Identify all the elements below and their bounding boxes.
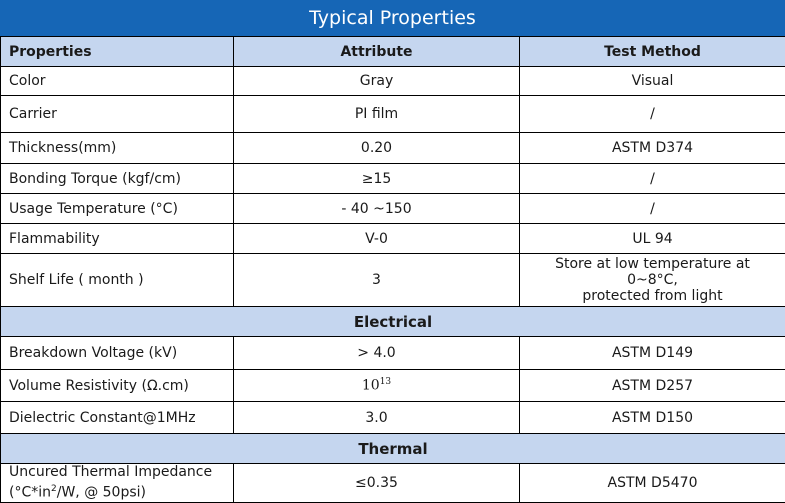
attribute-cell: > 4.0 [234, 337, 520, 370]
table-row: Dielectric Constant@1MHz 3.0 ASTM D150 [1, 402, 785, 434]
method-cell: / [520, 194, 785, 224]
property-cell: Volume Resistivity (Ω.cm) [1, 370, 234, 402]
properties-table: Properties Attribute Test Method Color G… [0, 36, 785, 503]
table-row: Flammability V-0 UL 94 [1, 224, 785, 254]
property-cell: Flammability [1, 224, 234, 254]
table-row: Shelf Life ( month ) 3 Store at low temp… [1, 254, 785, 307]
table-row: Volume Resistivity (Ω.cm) 1013 ASTM D257 [1, 370, 785, 402]
property-line: Uncured Thermal Impedance [9, 464, 212, 480]
method-cell: UL 94 [520, 224, 785, 254]
table-header-row: Properties Attribute Test Method [1, 37, 785, 67]
property-line: (°C*in [9, 485, 51, 501]
value-base: 10 [362, 378, 380, 394]
section-electrical: Electrical [1, 307, 785, 337]
table-row: Bonding Torque (kgf/cm) ≥15 / [1, 164, 785, 194]
property-cell: Uncured Thermal Impedance (°C*in2/W, @ 5… [1, 464, 234, 503]
method-cell: ASTM D5470 [520, 464, 785, 503]
properties-sheet: Typical Properties Properties Attribute … [0, 0, 785, 490]
property-cell: Color [1, 67, 234, 96]
section-heading: Thermal [1, 434, 785, 464]
attribute-cell: 1013 [234, 370, 520, 402]
method-cell: / [520, 96, 785, 133]
table-row: Carrier PI film / [1, 96, 785, 133]
property-line: /W, @ 50psi) [57, 485, 146, 501]
method-cell: / [520, 164, 785, 194]
method-line: Store at low temperature at 0~8°C, [555, 256, 750, 288]
header-test-method: Test Method [520, 37, 785, 67]
attribute-cell: 3 [234, 254, 520, 307]
method-cell: ASTM D150 [520, 402, 785, 434]
attribute-cell: V-0 [234, 224, 520, 254]
property-cell: Thickness(mm) [1, 133, 234, 164]
property-cell: Dielectric Constant@1MHz [1, 402, 234, 434]
section-heading: Electrical [1, 307, 785, 337]
property-cell: Breakdown Voltage (kV) [1, 337, 234, 370]
table-row: Color Gray Visual [1, 67, 785, 96]
method-cell: ASTM D257 [520, 370, 785, 402]
method-cell: Store at low temperature at 0~8°C, prote… [520, 254, 785, 307]
table-row: Breakdown Voltage (kV) > 4.0 ASTM D149 [1, 337, 785, 370]
method-line: protected from light [582, 288, 722, 304]
table-row: Uncured Thermal Impedance (°C*in2/W, @ 5… [1, 464, 785, 503]
property-cell: Carrier [1, 96, 234, 133]
attribute-cell: ≥15 [234, 164, 520, 194]
header-attribute: Attribute [234, 37, 520, 67]
attribute-cell: 0.20 [234, 133, 520, 164]
attribute-cell: Gray [234, 67, 520, 96]
method-cell: ASTM D149 [520, 337, 785, 370]
table-title: Typical Properties [0, 0, 785, 36]
attribute-cell: 3.0 [234, 402, 520, 434]
property-cell: Bonding Torque (kgf/cm) [1, 164, 234, 194]
header-properties: Properties [1, 37, 234, 67]
table-row: Thickness(mm) 0.20 ASTM D374 [1, 133, 785, 164]
attribute-cell: - 40 ~150 [234, 194, 520, 224]
value-exponent: 13 [380, 377, 391, 387]
method-cell: Visual [520, 67, 785, 96]
property-cell: Shelf Life ( month ) [1, 254, 234, 307]
section-thermal: Thermal [1, 434, 785, 464]
property-cell: Usage Temperature (°C) [1, 194, 234, 224]
method-cell: ASTM D374 [520, 133, 785, 164]
table-row: Usage Temperature (°C) - 40 ~150 / [1, 194, 785, 224]
attribute-cell: ≤0.35 [234, 464, 520, 503]
attribute-cell: PI film [234, 96, 520, 133]
